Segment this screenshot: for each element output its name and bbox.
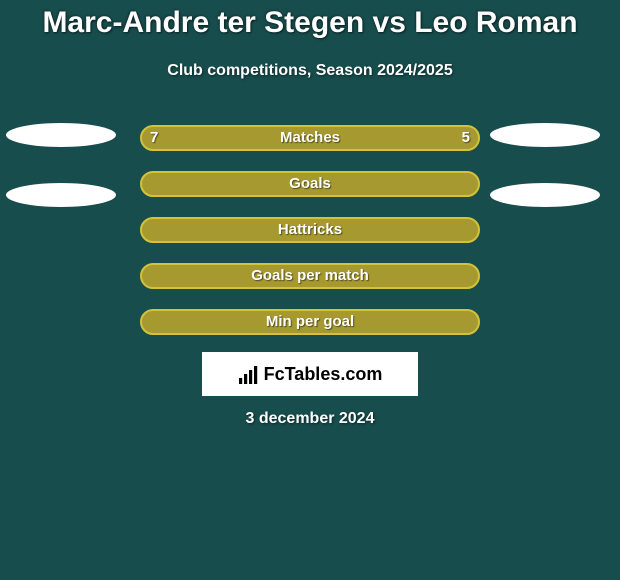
player-right-ellipse	[490, 123, 600, 147]
stat-bar	[140, 263, 480, 289]
page-title: Marc-Andre ter Stegen vs Leo Roman	[0, 6, 620, 40]
stat-bar	[140, 171, 480, 197]
fctables-logo-inner: FcTables.com	[238, 364, 383, 385]
player-left-ellipse	[6, 123, 116, 147]
fctables-logo: FcTables.com	[202, 352, 418, 396]
fctables-logo-text: FcTables.com	[264, 364, 383, 385]
stat-bar	[140, 309, 480, 335]
stat-bar	[140, 125, 480, 151]
stat-bar	[140, 217, 480, 243]
player-right-ellipse	[490, 183, 600, 207]
player-left-ellipse	[6, 183, 116, 207]
bars-icon	[238, 364, 260, 384]
snapshot-date: 3 december 2024	[0, 410, 620, 428]
comparison-canvas: Marc-Andre ter Stegen vs Leo Roman Club c…	[0, 0, 620, 580]
page-subtitle: Club competitions, Season 2024/2025	[0, 62, 620, 80]
